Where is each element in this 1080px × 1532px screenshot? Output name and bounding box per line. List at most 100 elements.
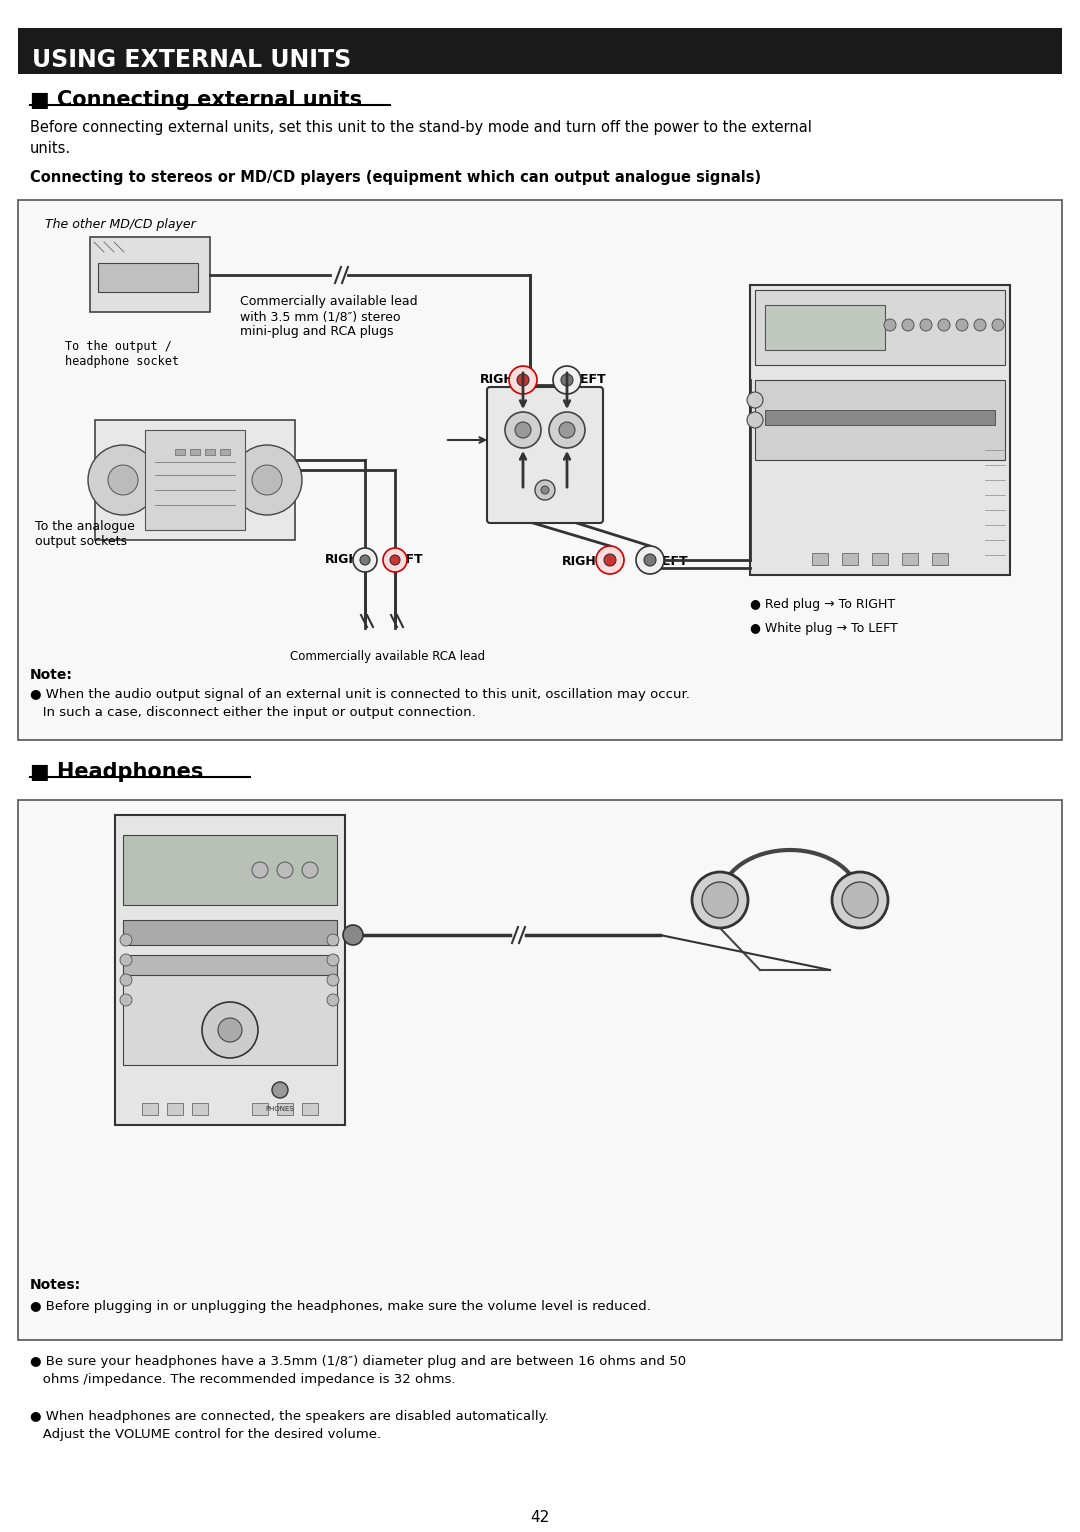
- Circle shape: [939, 319, 950, 331]
- Circle shape: [535, 480, 555, 499]
- Bar: [252, 1103, 268, 1115]
- Circle shape: [747, 392, 762, 408]
- Circle shape: [553, 366, 581, 394]
- Bar: [123, 835, 337, 905]
- Bar: [190, 449, 200, 455]
- Circle shape: [920, 319, 932, 331]
- Circle shape: [383, 548, 407, 571]
- Bar: [123, 921, 337, 945]
- Circle shape: [561, 374, 573, 386]
- Text: 42: 42: [530, 1511, 550, 1524]
- Bar: [18, 28, 1062, 74]
- Circle shape: [993, 319, 1004, 331]
- Text: ● When the audio output signal of an external unit is connected to this unit, os: ● When the audio output signal of an ext…: [30, 688, 690, 719]
- Bar: [755, 290, 1005, 365]
- Text: To the analogue
output sockets: To the analogue output sockets: [35, 519, 135, 548]
- Bar: [18, 800, 1062, 1340]
- Bar: [902, 553, 918, 565]
- Bar: [145, 430, 245, 530]
- Text: LEFT: LEFT: [573, 372, 607, 386]
- Text: AUX
INPUT
LEVEL: AUX INPUT LEVEL: [500, 395, 534, 429]
- Circle shape: [327, 954, 339, 967]
- Circle shape: [604, 555, 616, 565]
- Bar: [123, 954, 337, 980]
- Text: Commercially available lead
with 3.5 mm (1/8″) stereo
mini-plug and RCA plugs: Commercially available lead with 3.5 mm …: [240, 296, 418, 339]
- Text: To the output /
headphone socket: To the output / headphone socket: [65, 340, 179, 368]
- Bar: [95, 420, 295, 539]
- Circle shape: [218, 1017, 242, 1042]
- Circle shape: [120, 994, 132, 1007]
- Text: LEFT: LEFT: [654, 555, 689, 568]
- Circle shape: [120, 974, 132, 987]
- Bar: [750, 285, 1010, 574]
- Circle shape: [202, 1002, 258, 1059]
- Text: RIGHT: RIGHT: [562, 555, 606, 568]
- Circle shape: [596, 545, 624, 574]
- Text: The other MD/CD player: The other MD/CD player: [45, 218, 195, 231]
- Circle shape: [559, 421, 575, 438]
- Text: Note:: Note:: [30, 668, 72, 682]
- Bar: [220, 449, 230, 455]
- Circle shape: [272, 1082, 288, 1098]
- Circle shape: [327, 935, 339, 945]
- Circle shape: [327, 994, 339, 1007]
- Text: Commercially available RCA lead: Commercially available RCA lead: [291, 650, 485, 663]
- Circle shape: [87, 444, 158, 515]
- Circle shape: [541, 486, 549, 493]
- Circle shape: [549, 412, 585, 447]
- Bar: [302, 1103, 318, 1115]
- Circle shape: [120, 954, 132, 967]
- Circle shape: [353, 548, 377, 571]
- Text: USING EXTERNAL UNITS: USING EXTERNAL UNITS: [32, 47, 351, 72]
- Circle shape: [517, 374, 529, 386]
- FancyBboxPatch shape: [487, 388, 603, 522]
- Text: RIGHT       LEFT: RIGHT LEFT: [495, 420, 564, 429]
- Circle shape: [509, 366, 537, 394]
- Bar: [932, 553, 948, 565]
- Bar: [98, 264, 198, 293]
- Circle shape: [692, 872, 748, 928]
- Bar: [192, 1103, 208, 1115]
- Circle shape: [390, 555, 400, 565]
- Circle shape: [842, 882, 878, 918]
- Bar: [755, 380, 1005, 460]
- Text: Before connecting external units, set this unit to the stand-by mode and turn of: Before connecting external units, set th…: [30, 119, 812, 156]
- Circle shape: [232, 444, 302, 515]
- Circle shape: [956, 319, 968, 331]
- Circle shape: [276, 863, 293, 878]
- Circle shape: [515, 421, 531, 438]
- Text: ● Be sure your headphones have a 3.5mm (1/8″) diameter plug and are between 16 o: ● Be sure your headphones have a 3.5mm (…: [30, 1354, 686, 1386]
- Circle shape: [108, 466, 138, 495]
- Text: RIGHT: RIGHT: [480, 372, 524, 386]
- Circle shape: [747, 412, 762, 427]
- Bar: [90, 237, 210, 313]
- Circle shape: [343, 925, 363, 945]
- Circle shape: [702, 882, 738, 918]
- Circle shape: [120, 935, 132, 945]
- Bar: [276, 1103, 293, 1115]
- Bar: [872, 553, 888, 565]
- Text: Notes:: Notes:: [30, 1278, 81, 1291]
- Text: RIGHT: RIGHT: [325, 553, 368, 565]
- Bar: [765, 305, 885, 349]
- Bar: [141, 1103, 158, 1115]
- Bar: [205, 449, 215, 455]
- Circle shape: [636, 545, 664, 574]
- Text: ● Red plug → To RIGHT: ● Red plug → To RIGHT: [750, 597, 895, 611]
- Text: ● When headphones are connected, the speakers are disabled automatically.
   Adj: ● When headphones are connected, the spe…: [30, 1409, 549, 1442]
- Circle shape: [327, 974, 339, 987]
- Circle shape: [902, 319, 914, 331]
- Circle shape: [885, 319, 896, 331]
- Bar: [167, 1103, 183, 1115]
- Bar: [114, 815, 345, 1124]
- Text: ● White plug → To LEFT: ● White plug → To LEFT: [750, 622, 897, 634]
- Bar: [123, 974, 337, 1065]
- Circle shape: [252, 466, 282, 495]
- Text: ■ Connecting external units: ■ Connecting external units: [30, 90, 362, 110]
- Text: ■ Headphones: ■ Headphones: [30, 761, 203, 781]
- Bar: [175, 449, 185, 455]
- Text: ● Before plugging in or unplugging the headphones, make sure the volume level is: ● Before plugging in or unplugging the h…: [30, 1301, 651, 1313]
- Circle shape: [252, 863, 268, 878]
- Circle shape: [360, 555, 370, 565]
- Text: Connecting to stereos or MD/CD players (equipment which can output analogue sign: Connecting to stereos or MD/CD players (…: [30, 170, 761, 185]
